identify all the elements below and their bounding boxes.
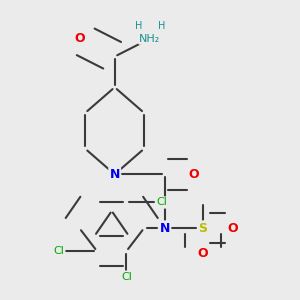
Text: S: S <box>199 222 208 235</box>
Text: Cl: Cl <box>156 197 167 208</box>
Text: O: O <box>227 222 238 235</box>
Text: O: O <box>198 247 208 260</box>
Text: Cl: Cl <box>53 246 64 256</box>
Text: N: N <box>110 168 120 181</box>
Text: O: O <box>189 168 200 181</box>
Text: N: N <box>160 222 170 235</box>
Text: H: H <box>134 21 142 31</box>
Text: NH₂: NH₂ <box>140 34 160 44</box>
Text: O: O <box>74 32 85 45</box>
Text: H: H <box>158 21 166 31</box>
Text: Cl: Cl <box>121 272 132 282</box>
